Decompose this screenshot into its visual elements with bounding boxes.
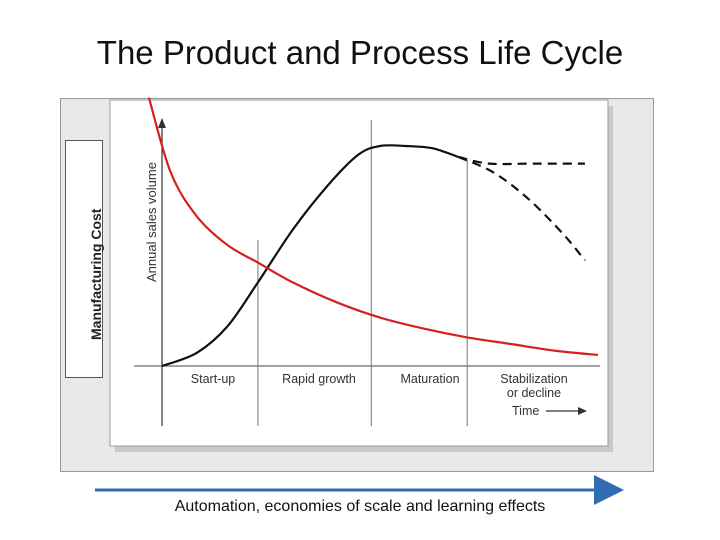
lifecycle-chart: Annual sales volume Start-up Rapid growth M… (0, 0, 720, 540)
annual-sales-volume-label: Annual sales volume (144, 162, 159, 282)
time-label: Time (512, 404, 539, 418)
stage-label: or decline (507, 386, 561, 400)
stage-label: Stabilization (500, 372, 567, 386)
stage-label: Start-up (191, 372, 236, 386)
automation-caption: Automation, economies of scale and learn… (110, 498, 610, 516)
stage-label: Rapid growth (282, 372, 356, 386)
stage-label: Maturation (400, 372, 459, 386)
